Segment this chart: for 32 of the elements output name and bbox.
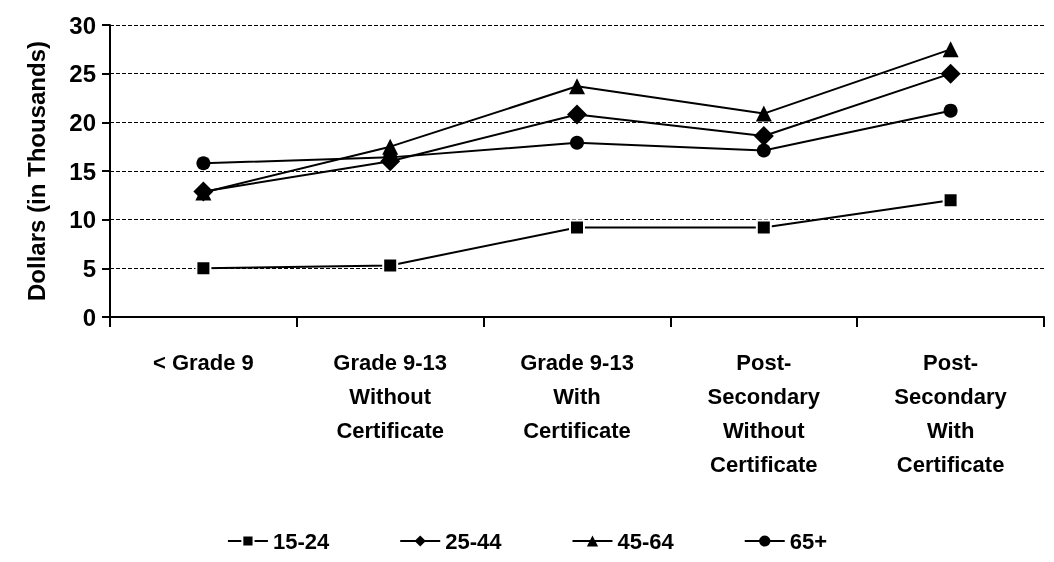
y-tick-label: 0 [82,303,96,331]
y-tick-label: 5 [82,254,96,282]
y-axis-title: Dollars (in Thousands) [22,40,50,302]
point [942,41,959,58]
point [942,192,959,209]
point [753,125,774,146]
x-tick-label: Post-Secondary Without Certificate [707,349,821,477]
y-tick-label: 25 [69,60,96,88]
point [570,135,584,150]
point [756,143,771,158]
y-tick-label: 10 [69,206,96,234]
point [569,78,585,95]
point [755,219,772,236]
legend-label: 25-44 [445,528,503,554]
x-tick-label: Grade 9-13 With Certificate [520,349,634,443]
point [567,104,587,125]
legend-label: 45-64 [617,528,675,554]
x-tick-label: Grade 9-13 Without Certificate [333,349,448,443]
point [943,103,958,118]
point [195,260,212,277]
point [755,105,772,122]
legend-label: 65+ [789,528,828,554]
legend-label: 15-24 [272,528,330,554]
x-tick-label: Post-Secondary With Certificate [894,349,1008,477]
y-tick-label: 20 [69,108,96,136]
point [940,63,961,84]
y-tick-label: 15 [69,157,96,185]
point [196,156,211,171]
point [569,219,585,236]
x-tick-label: < Grade 9 [152,349,254,375]
point [382,257,399,274]
y-tick-label: 30 [69,11,96,39]
